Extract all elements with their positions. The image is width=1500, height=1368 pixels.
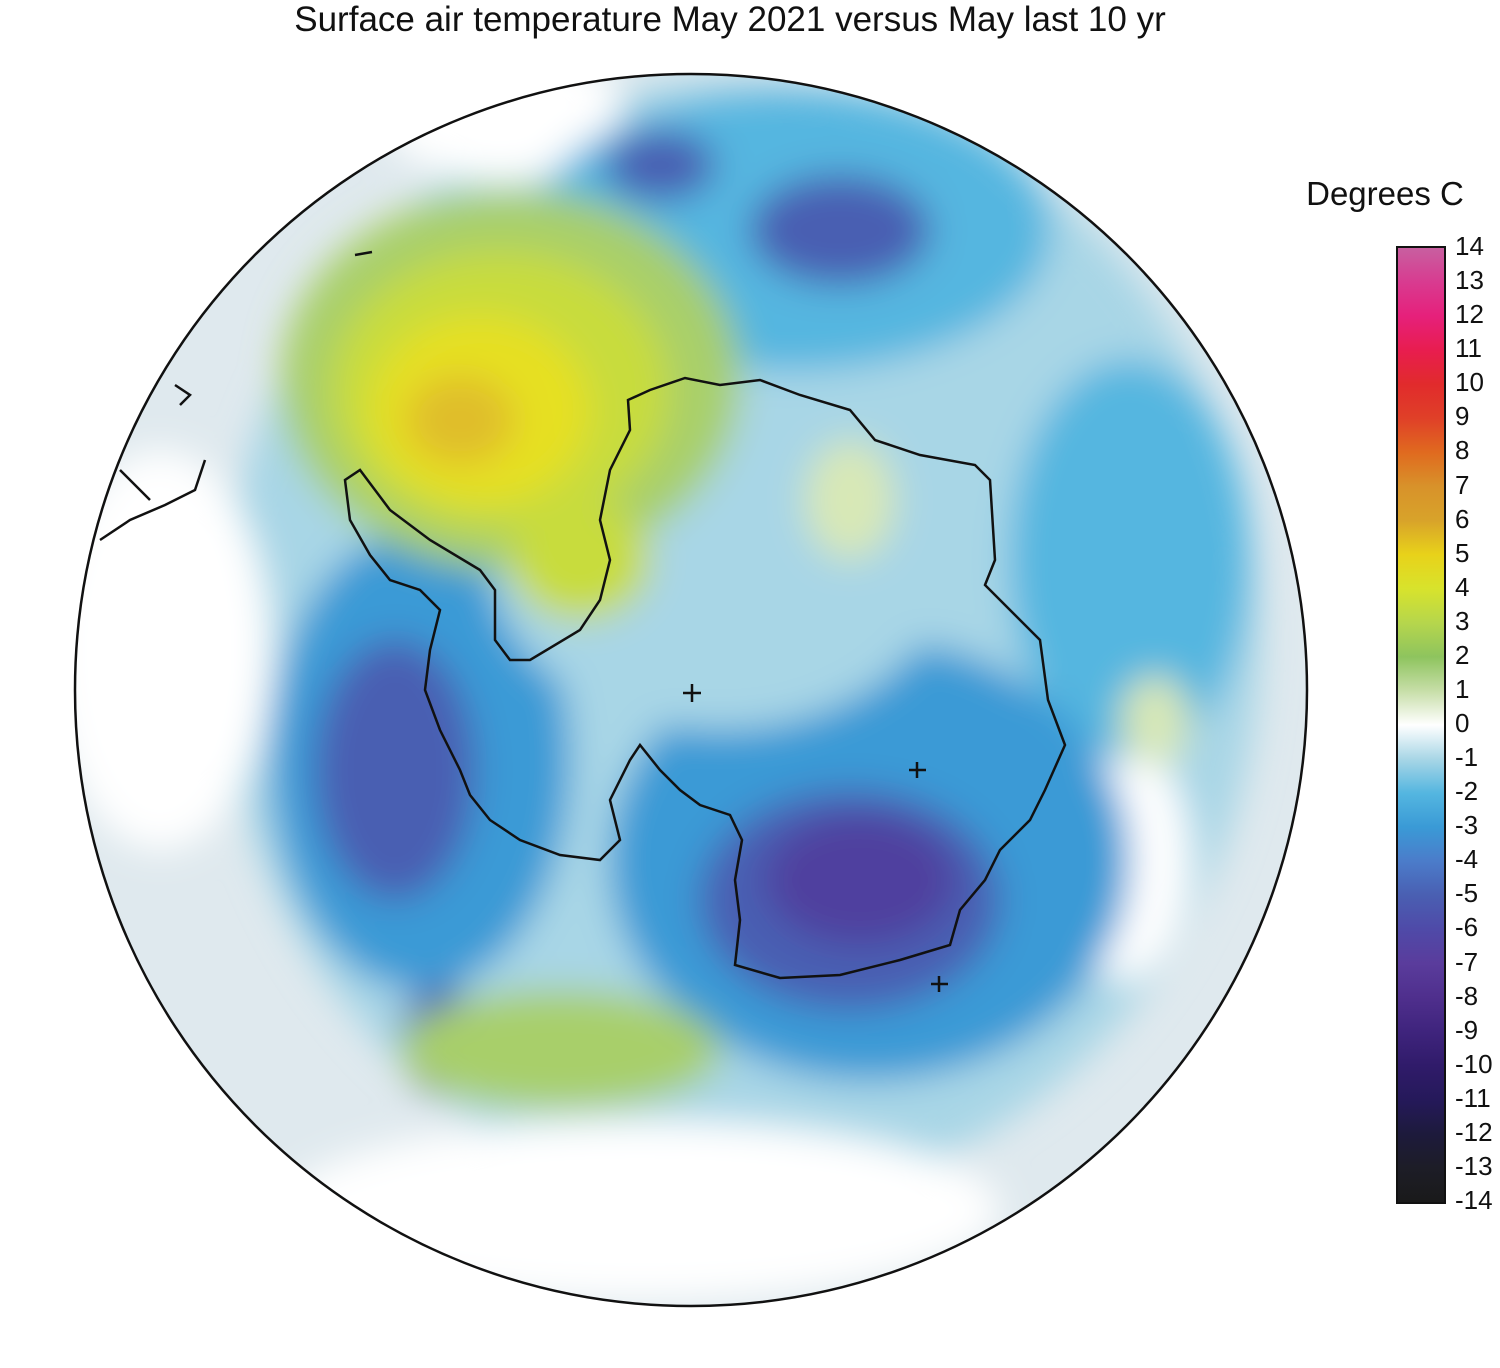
warm-anomaly-region [405, 375, 515, 465]
zero-anomaly-patch [75, 450, 270, 850]
colorbar-tick-label: -7 [1455, 946, 1479, 977]
colorbar-tick-label: 1 [1455, 673, 1470, 704]
colorbar-tick-label: -2 [1455, 776, 1479, 807]
station-marker [931, 976, 948, 992]
colorbar-tick-label: 8 [1455, 435, 1470, 466]
colorbar-tick-label: 2 [1455, 639, 1470, 670]
antarctica-coastline [343, 376, 1067, 980]
colorbar-tick-label: 13 [1455, 265, 1484, 296]
strong-cold-anomaly [605, 130, 715, 200]
colorbar-tick-label: -9 [1455, 1014, 1479, 1045]
colorbar-tick-label: -1 [1455, 742, 1479, 773]
warm-anomaly-region [510, 500, 650, 620]
colorbar-tick-label: -10 [1455, 1048, 1493, 1079]
colorbar-tick-label: 7 [1455, 469, 1470, 500]
map-boundary [73, 72, 1309, 1308]
colorbar-tick-label: -6 [1455, 912, 1479, 943]
colorbar-tick-label: -14 [1455, 1185, 1493, 1215]
colorbar-tick-label: 6 [1455, 503, 1470, 534]
colorbar-tick-label: 14 [1455, 231, 1484, 261]
colorbar-tick-label: 9 [1455, 401, 1470, 432]
strong-cold-anomaly [765, 815, 955, 945]
colorbar-tick-label: 5 [1455, 537, 1470, 568]
strong-cold-anomaly [315, 640, 475, 900]
warm-anomaly-region [400, 990, 720, 1110]
colorbar-tick-label: 11 [1455, 333, 1482, 364]
anomaly-field [75, 74, 1307, 1306]
station-marker [909, 762, 926, 778]
warm-anomaly-region [1120, 675, 1190, 765]
colorbar-tick-label: -4 [1455, 844, 1479, 875]
cold-anomaly-region [1010, 360, 1250, 760]
south-america-coastline [99, 250, 373, 542]
legend-title: Degrees C [1306, 175, 1464, 212]
colorbar-tick-label: 10 [1455, 367, 1484, 398]
south-pole-marker [683, 684, 701, 702]
colorbar-tick-label: 0 [1455, 708, 1470, 738]
strong-cold-anomaly [750, 175, 930, 285]
colorbar-tick-label: 3 [1455, 605, 1470, 636]
colorbar-tick-label: -5 [1455, 878, 1479, 909]
colorbar-tick-label: 12 [1455, 299, 1484, 330]
colorbar-tick-label: -11 [1455, 1082, 1491, 1113]
warm-anomaly-region [805, 440, 895, 560]
colorbar-tick-label: -13 [1455, 1150, 1493, 1181]
zero-anomaly-patch [280, 1120, 1000, 1300]
colorbar [1396, 246, 1446, 1204]
colorbar-tick-label: -3 [1455, 810, 1479, 841]
colorbar-tick-label: -12 [1455, 1116, 1493, 1147]
map-title: Surface air temperature May 2021 versus … [294, 0, 1166, 39]
colorbar-tick-label: 4 [1455, 571, 1470, 602]
location-markers [683, 684, 948, 992]
colorbar-tick-label: -8 [1455, 980, 1479, 1011]
